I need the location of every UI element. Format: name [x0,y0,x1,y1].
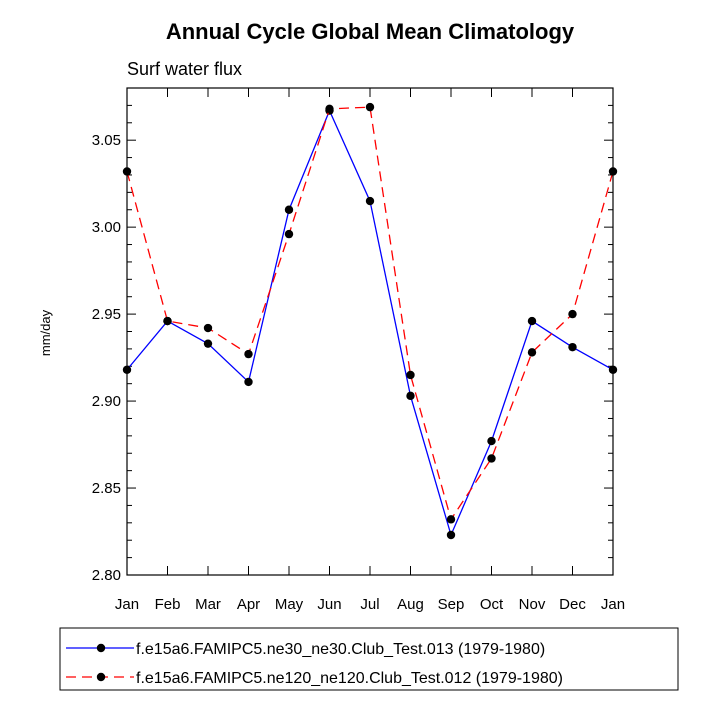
tick-labels: 2.80 2.85 2.90 2.95 3.00 3.05 Jan Feb Mar Apr May J… [92,132,625,613]
x-tick-label: Jun [317,596,341,613]
series-line [126,106,614,521]
data-point [163,316,172,326]
data-point [568,342,577,352]
x-tick-label: Jan [115,596,139,613]
data-point [406,370,415,380]
y-tick-label: 3.00 [92,219,121,236]
data-point [446,515,456,524]
chart-subtitle: Surf water flux [127,59,242,79]
data-point [244,349,253,359]
legend-item-1: f.e15a6.FAMIPC5.ne30_ne30.Club_Test.013 … [66,641,545,658]
data-point [406,391,415,401]
data-point [527,348,537,357]
data-point [325,104,334,114]
x-tick-label: Jul [360,596,379,613]
x-tick-label: Nov [519,596,546,613]
legend-marker [96,643,106,653]
plot-frame [126,87,614,576]
data-point [365,196,375,206]
data-point [446,530,456,540]
data-point [487,454,496,463]
legend-label: f.e15a6.FAMIPC5.ne30_ne30.Club_Test.013 … [136,641,545,658]
legend-label: f.e15a6.FAMIPC5.ne120_ne120.Club_Test.01… [136,670,563,687]
x-tick-label: Oct [480,596,504,613]
y-tick-label: 3.05 [92,132,121,149]
data-point [203,339,213,348]
data-point [284,229,294,239]
axis-ticks [126,87,614,576]
x-tick-label: Dec [559,596,586,613]
data-point [203,323,213,333]
data-point [244,377,253,387]
series-lines [122,102,618,540]
data-point [284,205,294,214]
data-point [527,316,537,326]
data-point [487,436,496,446]
x-tick-label: Mar [195,596,221,613]
x-tick-label: Aug [397,596,424,613]
y-tick-label: 2.85 [92,480,121,497]
legend-item-2: f.e15a6.FAMIPC5.ne120_ne120.Club_Test.01… [66,670,563,687]
y-tick-label: 2.80 [92,567,121,584]
x-tick-label: Feb [155,596,181,613]
series-2 [122,102,618,524]
x-tick-label: Sep [438,596,465,613]
x-tick-label: May [275,596,304,613]
y-tick-label: 2.90 [92,393,121,410]
data-point [365,102,375,112]
x-tick-label: Apr [237,596,260,613]
y-axis-label: mm/day [38,309,53,356]
chart-title: Annual Cycle Global Mean Climatology [166,19,575,44]
data-point [568,309,577,319]
legend-box [59,627,679,691]
y-tick-label: 2.95 [92,306,121,323]
x-tick-label: Jan [601,596,625,613]
legend-marker [96,672,106,682]
series-1 [122,106,618,540]
legend: f.e15a6.FAMIPC5.ne30_ne30.Club_Test.013 … [59,627,679,691]
series-line [126,108,614,537]
